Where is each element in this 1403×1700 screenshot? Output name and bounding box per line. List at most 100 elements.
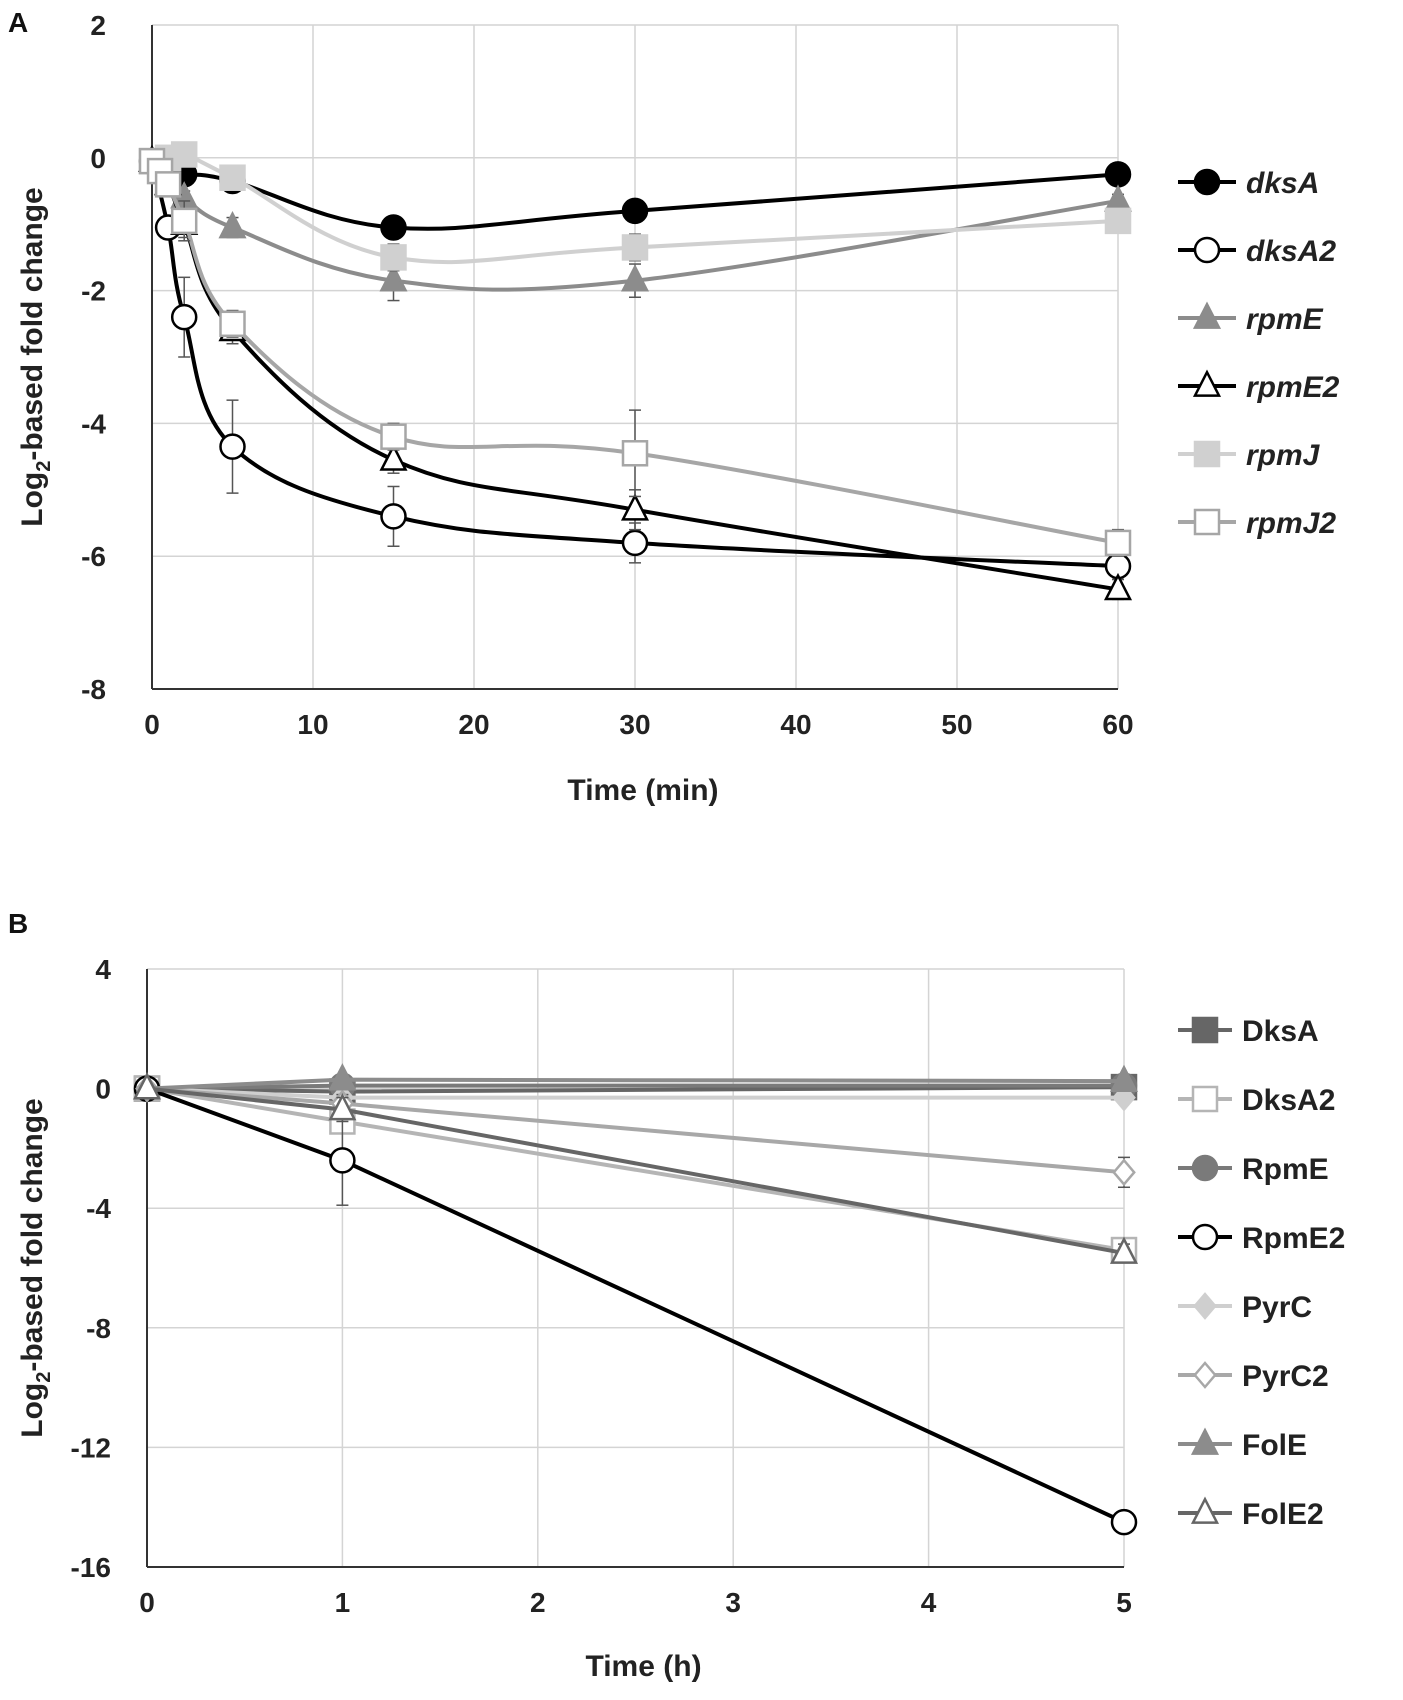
- data-point-rpme2: [329, 1147, 356, 1174]
- data-point-rpmj: [621, 234, 649, 261]
- legend-item-pyrc: PyrC: [1178, 1291, 1312, 1324]
- legend-marker-rpmj: [1193, 440, 1221, 468]
- legend-item-fole: FolE: [1178, 1427, 1307, 1462]
- legend-item-dksa: dksA: [1178, 167, 1319, 200]
- data-point-dksa2: [380, 503, 407, 530]
- gridlines: [152, 24, 1119, 689]
- y-tick-label: -8: [86, 1313, 111, 1344]
- x-axis-title: Time (h): [585, 1650, 701, 1683]
- legend-item-rpme: RpmE: [1178, 1153, 1329, 1186]
- gridlines: [147, 968, 1125, 1567]
- panel-b: B 0 1 2 3 4 5 -16 -12 -8 -4 0 4 Time (h) Log2-based fo…: [8, 908, 1345, 1683]
- data-point-rpme: [620, 264, 650, 292]
- y-tick-label: 4: [95, 954, 111, 985]
- data-point-rpmj: [170, 141, 198, 168]
- legend-marker-rpmj2: [1193, 508, 1221, 536]
- data-point-rpmj: [219, 164, 246, 191]
- y-tick-label: -12: [71, 1432, 111, 1463]
- data-point-pyrc2: [1112, 1158, 1136, 1187]
- legend-item-rpme: rpmE: [1178, 301, 1324, 336]
- panel-a: A 0 10 20 30 40 50 60 -8 -6 -4 -2 0 2 Time (min) Log2-b…: [8, 7, 1340, 807]
- data-point-rpmj2: [621, 440, 649, 467]
- data-point-rpmj: [1104, 207, 1132, 235]
- x-tick-label: 4: [921, 1587, 937, 1618]
- legend-label: FolE2: [1242, 1498, 1324, 1531]
- x-tick-label: 60: [1102, 709, 1133, 740]
- legend-item-pyrc2: PyrC2: [1178, 1360, 1329, 1393]
- legend-item-rpmj: rpmJ: [1178, 439, 1321, 472]
- legend-item-rpme2: RpmE2: [1178, 1222, 1345, 1255]
- legend-item-rpme2: rpmE2: [1178, 369, 1340, 404]
- y-tick-label: -16: [71, 1552, 111, 1583]
- panel-label: B: [8, 908, 28, 939]
- y-tick-label: 2: [90, 10, 106, 41]
- series-fole2: [132, 1072, 1139, 1264]
- y-tick-label: -4: [81, 408, 106, 439]
- y-tick-label: 0: [95, 1074, 111, 1105]
- x-tick-label: 0: [139, 1587, 155, 1618]
- data-point-dksa2: [219, 433, 246, 460]
- data-point-rpmj2: [154, 171, 182, 198]
- legend-item-dksa2: dksA2: [1178, 235, 1336, 268]
- data-point-dksa: [380, 214, 407, 241]
- legend-label: RpmE2: [1242, 1222, 1345, 1255]
- legend-marker-rpme2: [1192, 369, 1222, 397]
- legend-item-dksa: DksA: [1178, 1015, 1319, 1048]
- y-axis-title: Log2-based fold change: [16, 187, 55, 526]
- data-point-fole2: [328, 1092, 357, 1121]
- series-group: [137, 141, 1133, 601]
- x-tick-label: 2: [530, 1587, 546, 1618]
- legend-marker-rpme2: [1191, 1223, 1219, 1251]
- data-point-rpme: [379, 264, 408, 292]
- legend-label: DksA2: [1242, 1084, 1335, 1117]
- data-point-rpmj2: [380, 423, 407, 450]
- x-tick-label: 20: [458, 709, 489, 740]
- x-tick-label: 50: [941, 709, 972, 740]
- legend-label: rpmJ: [1246, 439, 1321, 472]
- series-line-rpme2: [146, 1086, 1125, 1524]
- legend-label: PyrC: [1242, 1291, 1312, 1324]
- legend-item-rpmj2: rpmJ2: [1178, 507, 1336, 540]
- series-rpme2: [133, 1075, 1138, 1536]
- series-rpmj2: [138, 147, 1132, 557]
- legend-label: FolE: [1242, 1429, 1307, 1462]
- data-point-rpmj2: [219, 310, 246, 338]
- x-tick-label: 0: [144, 709, 160, 740]
- legend-marker-rpme: [1192, 301, 1222, 329]
- x-tick-label: 5: [1116, 1587, 1132, 1618]
- x-tick-label: 30: [619, 709, 650, 740]
- legend-marker-pyrc: [1193, 1292, 1217, 1320]
- legend-label: dksA2: [1246, 235, 1336, 268]
- legend-label: dksA: [1246, 167, 1319, 200]
- data-point-dksa2: [621, 529, 649, 557]
- y-axis-title: Log2-based fold change: [16, 1098, 55, 1437]
- y-tick-label: -2: [81, 276, 106, 307]
- data-point-fole: [328, 1063, 357, 1091]
- series-line-dksa2: [150, 160, 1119, 569]
- legend-marker-rpme: [1191, 1154, 1219, 1182]
- data-point-rpme2: [620, 493, 650, 521]
- legend: dksA dksA2 rpmE rpmE2 rpmJ rpmJ2: [1178, 167, 1340, 540]
- data-point-rpme2: [379, 443, 408, 471]
- legend-label: rpmE: [1246, 303, 1324, 336]
- data-point-rpmj: [380, 244, 407, 271]
- data-point-fole: [1109, 1064, 1139, 1092]
- legend-marker-fole2: [1190, 1496, 1220, 1524]
- y-tick-label: -4: [86, 1193, 111, 1224]
- legend-label: PyrC2: [1242, 1360, 1329, 1393]
- data-point-rpmj2: [1104, 529, 1132, 557]
- panel-label: A: [8, 7, 28, 38]
- legend-label: DksA: [1242, 1015, 1319, 1048]
- y-tick-label: -8: [81, 674, 106, 705]
- data-point-fole2: [1109, 1236, 1139, 1264]
- series-rpmj: [138, 141, 1132, 272]
- series-line-pyrc2: [146, 1086, 1125, 1175]
- data-point-rpme2: [1103, 572, 1133, 601]
- data-point-rpme: [1103, 184, 1133, 212]
- y-tick-label: -6: [81, 541, 106, 572]
- legend-marker-dksa: [1191, 1016, 1219, 1044]
- series-group: [132, 1063, 1139, 1536]
- x-tick-label: 40: [780, 709, 811, 740]
- x-tick-label: 10: [297, 709, 328, 740]
